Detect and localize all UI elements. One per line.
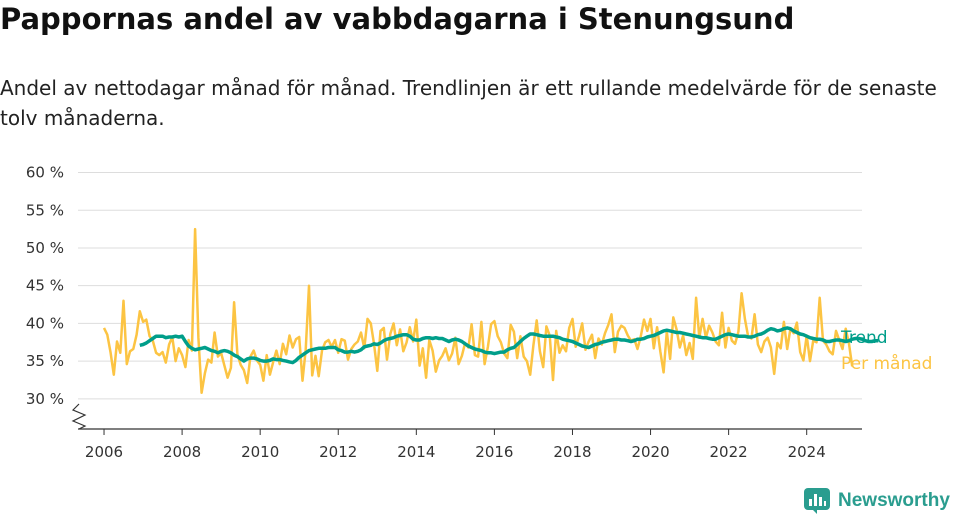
y-tick-label: 55 % — [26, 201, 64, 219]
chart-title: Pappornas andel av vabbdagarna i Stenung… — [0, 2, 795, 36]
y-tick-label: 35 % — [26, 352, 64, 370]
x-axis-tick-labels: 2006 2008 2010 2012 2014 2016 2018 2020 2022 2024 — [85, 429, 826, 461]
y-tick-label: 40 % — [26, 314, 64, 332]
monthly-label: Per månad — [841, 353, 932, 374]
newsworthy-logo-icon — [804, 488, 830, 514]
x-tick-label: 2008 — [163, 443, 201, 461]
y-tick-label: 30 % — [26, 390, 64, 408]
x-tick-label: 2022 — [710, 443, 748, 461]
trend-label: Trend — [840, 328, 888, 348]
x-tick-label: 2012 — [319, 443, 357, 461]
x-tick-label: 2006 — [85, 443, 123, 461]
series-lines — [102, 227, 879, 395]
x-tick-label: 2016 — [475, 443, 513, 461]
brand: Newsworthy — [804, 488, 950, 514]
x-tick-label: 2018 — [553, 443, 591, 461]
trend-line — [139, 326, 879, 365]
monthly-line — [102, 227, 854, 395]
brand-name: Newsworthy — [838, 490, 950, 511]
series-labels: Trend Per månad — [840, 328, 932, 374]
x-tick-label: 2014 — [397, 443, 435, 461]
x-tick-label: 2010 — [241, 443, 279, 461]
x-tick-label: 2020 — [631, 443, 669, 461]
y-axis-tick-labels: 30 % 35 % 40 % 45 % 50 % 55 % 60 % — [26, 164, 64, 408]
axis-break-icon — [71, 403, 87, 430]
y-tick-label: 45 % — [26, 277, 64, 295]
x-tick-label: 2024 — [788, 443, 826, 461]
y-tick-label: 50 % — [26, 239, 64, 257]
y-tick-label: 60 % — [26, 164, 64, 182]
chart-subtitle: Andel av nettodagar månad för månad. Tre… — [0, 76, 937, 130]
x-axis — [71, 403, 862, 430]
